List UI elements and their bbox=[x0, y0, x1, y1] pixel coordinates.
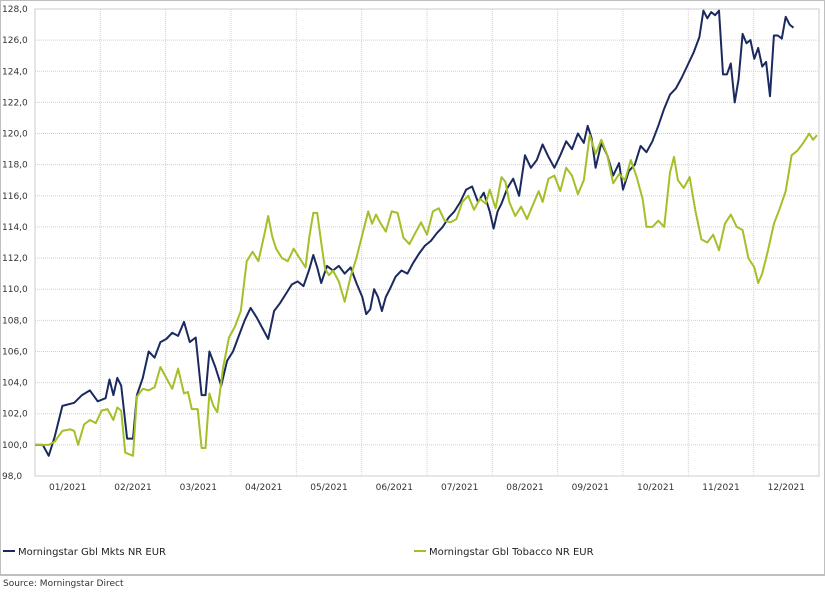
line-chart: 98,0 100,0 102,0 104,0 106,0 108,0 110,0 112,0 1… bbox=[0, 0, 825, 575]
y-tick-label: 98,0 bbox=[2, 472, 22, 482]
legend-label-1: Morningstar Gbl Mkts NR EUR bbox=[18, 547, 166, 558]
y-tick-label: 118,0 bbox=[2, 161, 28, 171]
x-tick-label: 08/2021 bbox=[506, 483, 543, 493]
y-tick-label: 116,0 bbox=[2, 192, 28, 202]
y-tick-label: 120,0 bbox=[2, 130, 28, 140]
x-tick-label: 12/2021 bbox=[768, 483, 805, 493]
legend: Morningstar Gbl Mkts NR EUR Morningstar G… bbox=[3, 547, 594, 558]
series-line-2 bbox=[35, 132, 818, 457]
x-tick-label: 05/2021 bbox=[310, 483, 347, 493]
y-tick-label: 124,0 bbox=[2, 67, 28, 77]
source-text: Source: Morningstar Direct bbox=[3, 579, 124, 589]
chart-border bbox=[0, 0, 825, 575]
x-tick-label: 06/2021 bbox=[376, 483, 413, 493]
y-tick-label: 108,0 bbox=[2, 316, 28, 326]
x-tick-label: 03/2021 bbox=[180, 483, 217, 493]
x-tick-label: 09/2021 bbox=[572, 483, 609, 493]
source-bar: Source: Morningstar Direct bbox=[0, 575, 825, 596]
x-tick-label: 01/2021 bbox=[49, 483, 86, 493]
y-tick-label: 104,0 bbox=[2, 379, 28, 389]
y-tick-label: 114,0 bbox=[2, 223, 28, 233]
y-tick-label: 110,0 bbox=[2, 285, 28, 295]
x-tick-label: 04/2021 bbox=[245, 483, 282, 493]
chart-frame: 98,0 100,0 102,0 104,0 106,0 108,0 110,0 112,0 1… bbox=[0, 0, 825, 575]
y-tick-label: 102,0 bbox=[2, 410, 28, 420]
x-tick-label: 07/2021 bbox=[441, 483, 478, 493]
grid bbox=[34, 8, 820, 477]
series-line-1 bbox=[35, 9, 795, 457]
y-tick-label: 128,0 bbox=[2, 5, 28, 15]
y-tick-label: 106,0 bbox=[2, 347, 28, 357]
y-tick-label: 122,0 bbox=[2, 98, 28, 108]
x-axis: 01/2021 02/2021 03/2021 04/2021 05/2021 06/20… bbox=[49, 483, 805, 493]
y-tick-label: 112,0 bbox=[2, 254, 28, 264]
x-tick-label: 11/2021 bbox=[702, 483, 739, 493]
x-tick-label: 10/2021 bbox=[637, 483, 674, 493]
series-lines bbox=[35, 9, 818, 457]
y-tick-label: 126,0 bbox=[2, 36, 28, 46]
y-tick-label: 100,0 bbox=[2, 441, 28, 451]
x-tick-label: 02/2021 bbox=[114, 483, 151, 493]
legend-label-2: Morningstar Gbl Tobacco NR EUR bbox=[429, 547, 594, 558]
y-axis: 98,0 100,0 102,0 104,0 106,0 108,0 110,0 112,0 1… bbox=[2, 5, 28, 482]
